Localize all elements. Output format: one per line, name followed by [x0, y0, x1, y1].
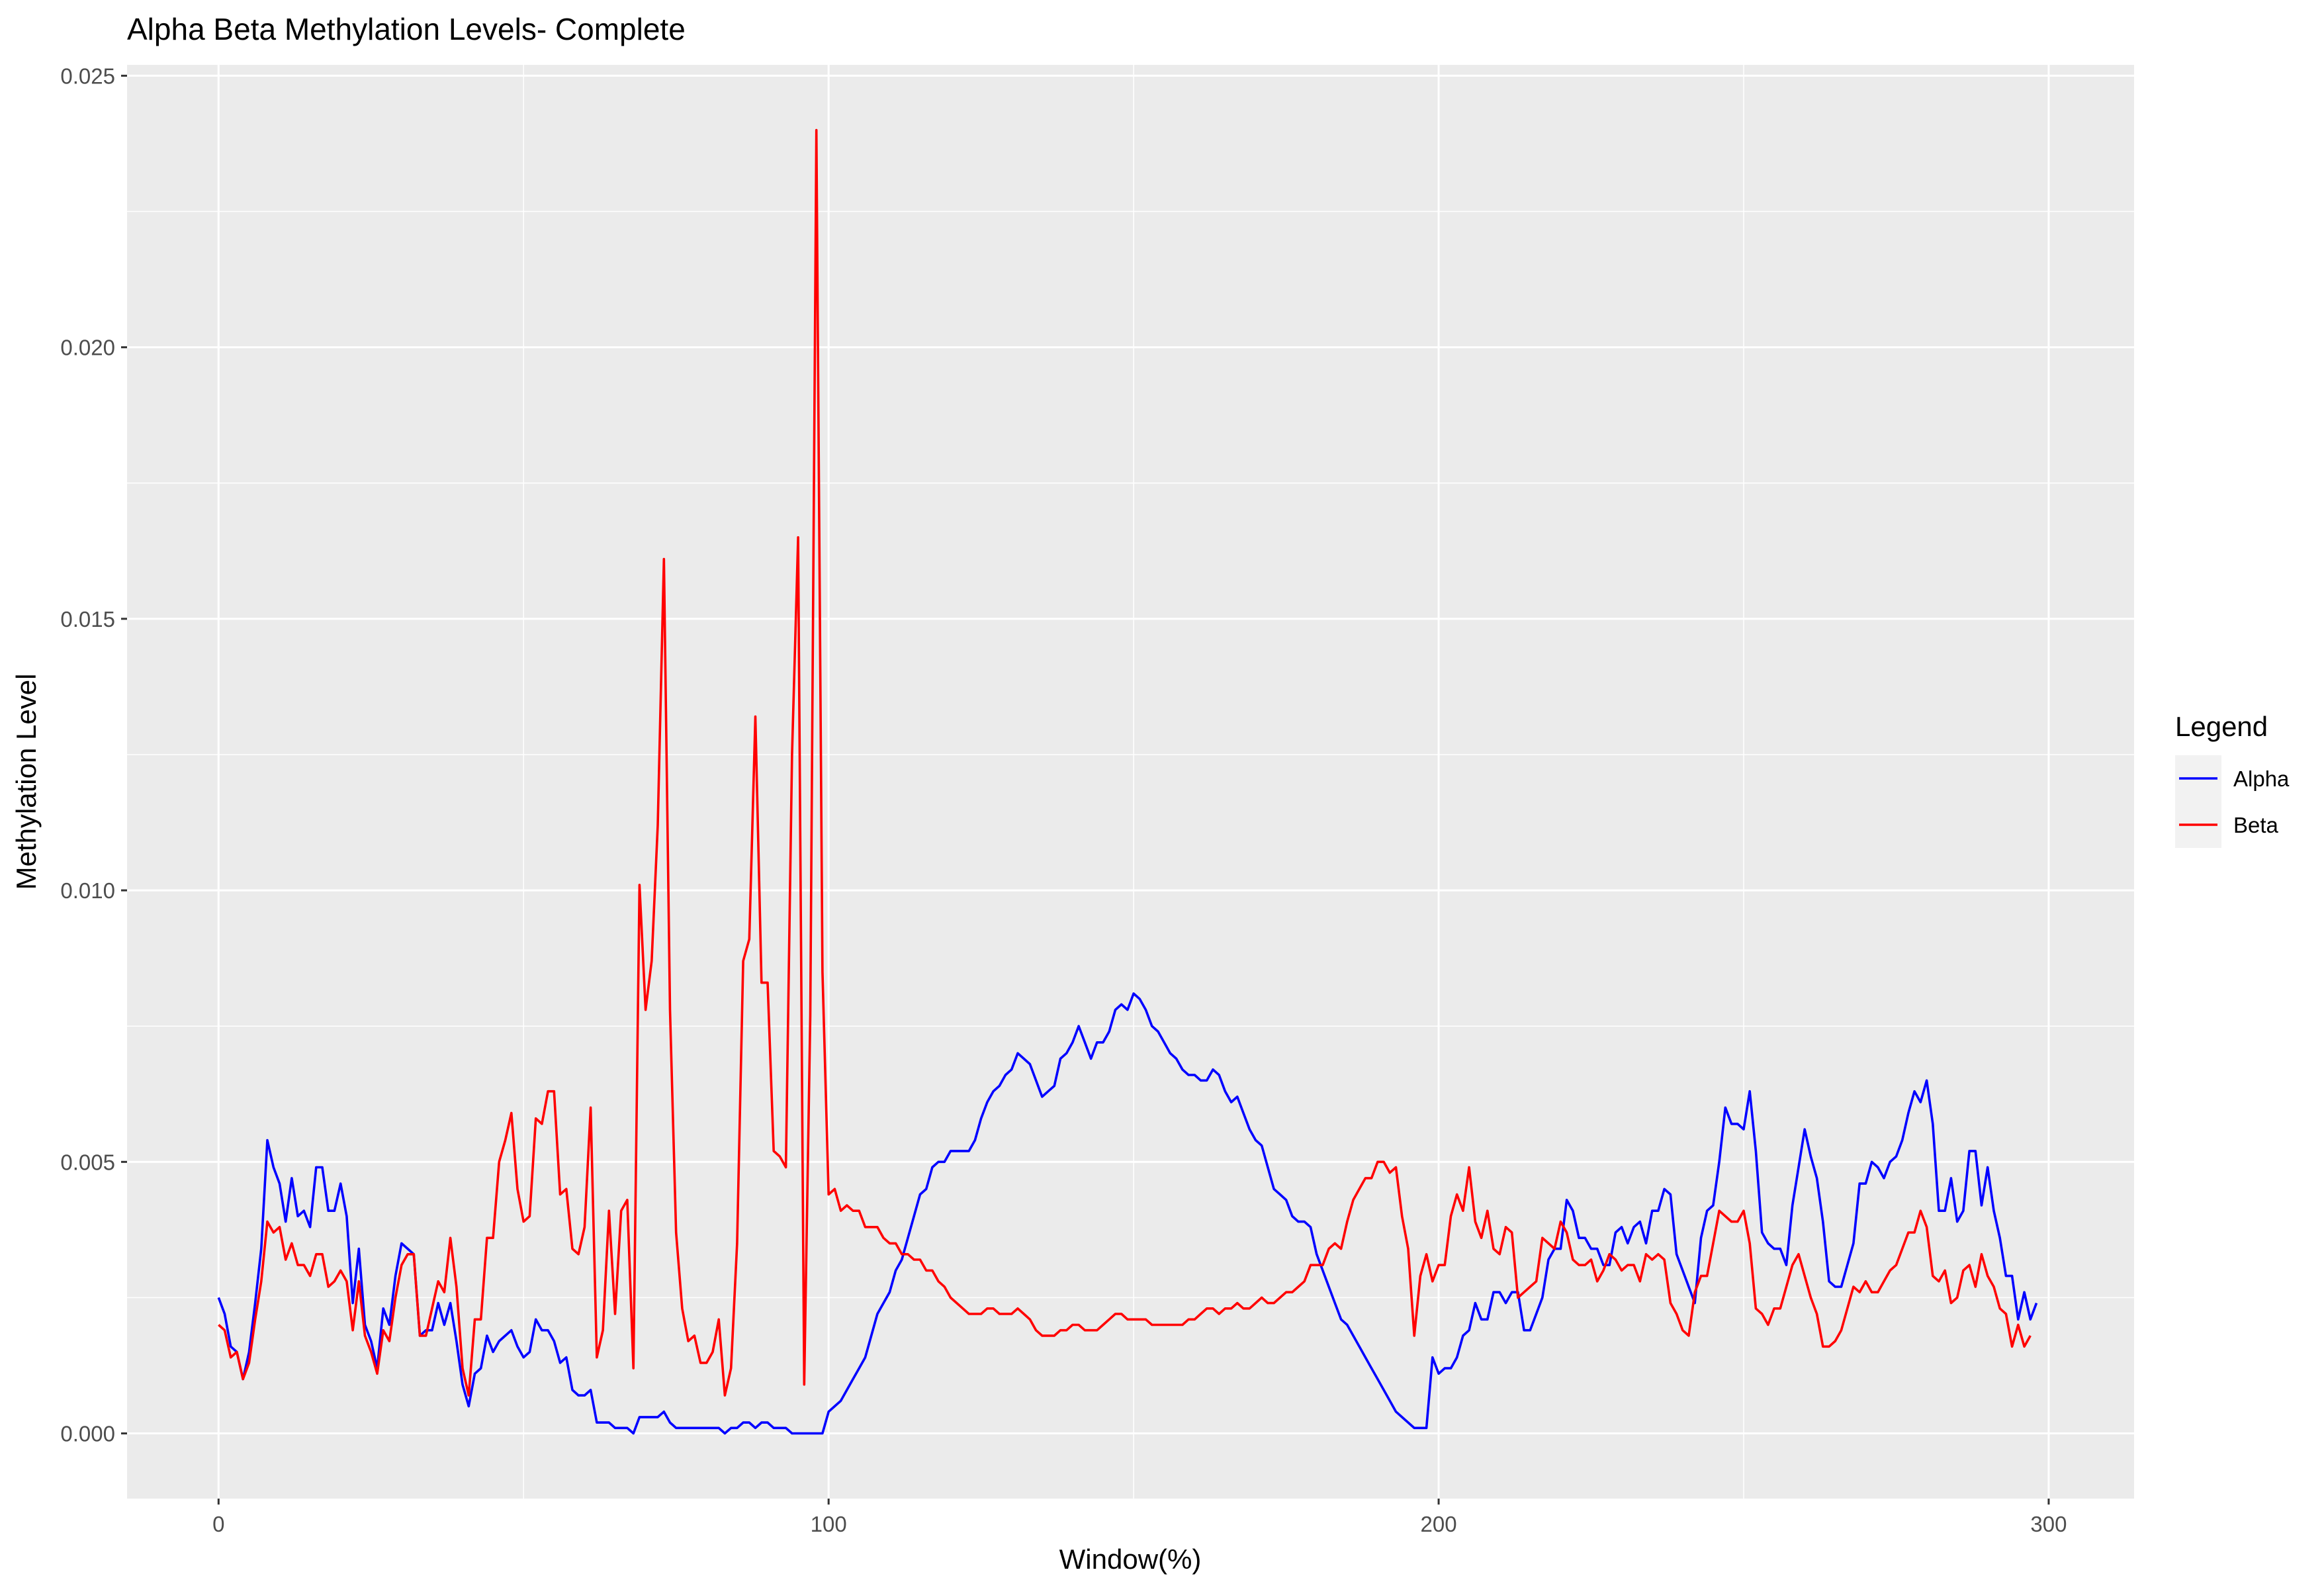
legend-label-beta: Beta	[2233, 813, 2279, 837]
minor-gridlines	[127, 65, 2134, 1499]
legend-label-alpha: Alpha	[2233, 767, 2290, 791]
series-line-alpha	[217, 992, 2038, 1435]
chart-title: Alpha Beta Methylation Levels- Complete	[127, 12, 686, 46]
x-tick-label: 100	[811, 1512, 847, 1536]
y-tick-label: 0.025	[60, 64, 115, 88]
y-axis-title: Methylation Level	[11, 674, 42, 890]
series-layer	[217, 128, 2038, 1435]
x-tick-label: 200	[1421, 1512, 1457, 1536]
major-gridlines	[127, 65, 2134, 1499]
x-axis: 0 100 200 300	[212, 1499, 2067, 1536]
y-tick-label: 0.020	[60, 336, 115, 360]
series-line-beta	[218, 128, 2032, 1397]
legend: Legend Alpha Beta	[2175, 711, 2290, 848]
x-tick-label: 300	[2030, 1512, 2067, 1536]
x-axis-title: Window(%)	[1059, 1544, 1202, 1575]
legend-title: Legend	[2175, 711, 2268, 742]
x-tick-label: 0	[212, 1512, 224, 1536]
y-tick-label: 0.010	[60, 878, 115, 903]
y-tick-label: 0.015	[60, 607, 115, 631]
y-tick-label: 0.005	[60, 1150, 115, 1174]
legend-items: Alpha Beta	[2175, 755, 2290, 848]
y-axis: 0.000 0.005 0.010 0.015 0.020 0.025	[60, 64, 127, 1446]
y-tick-label: 0.000	[60, 1422, 115, 1446]
